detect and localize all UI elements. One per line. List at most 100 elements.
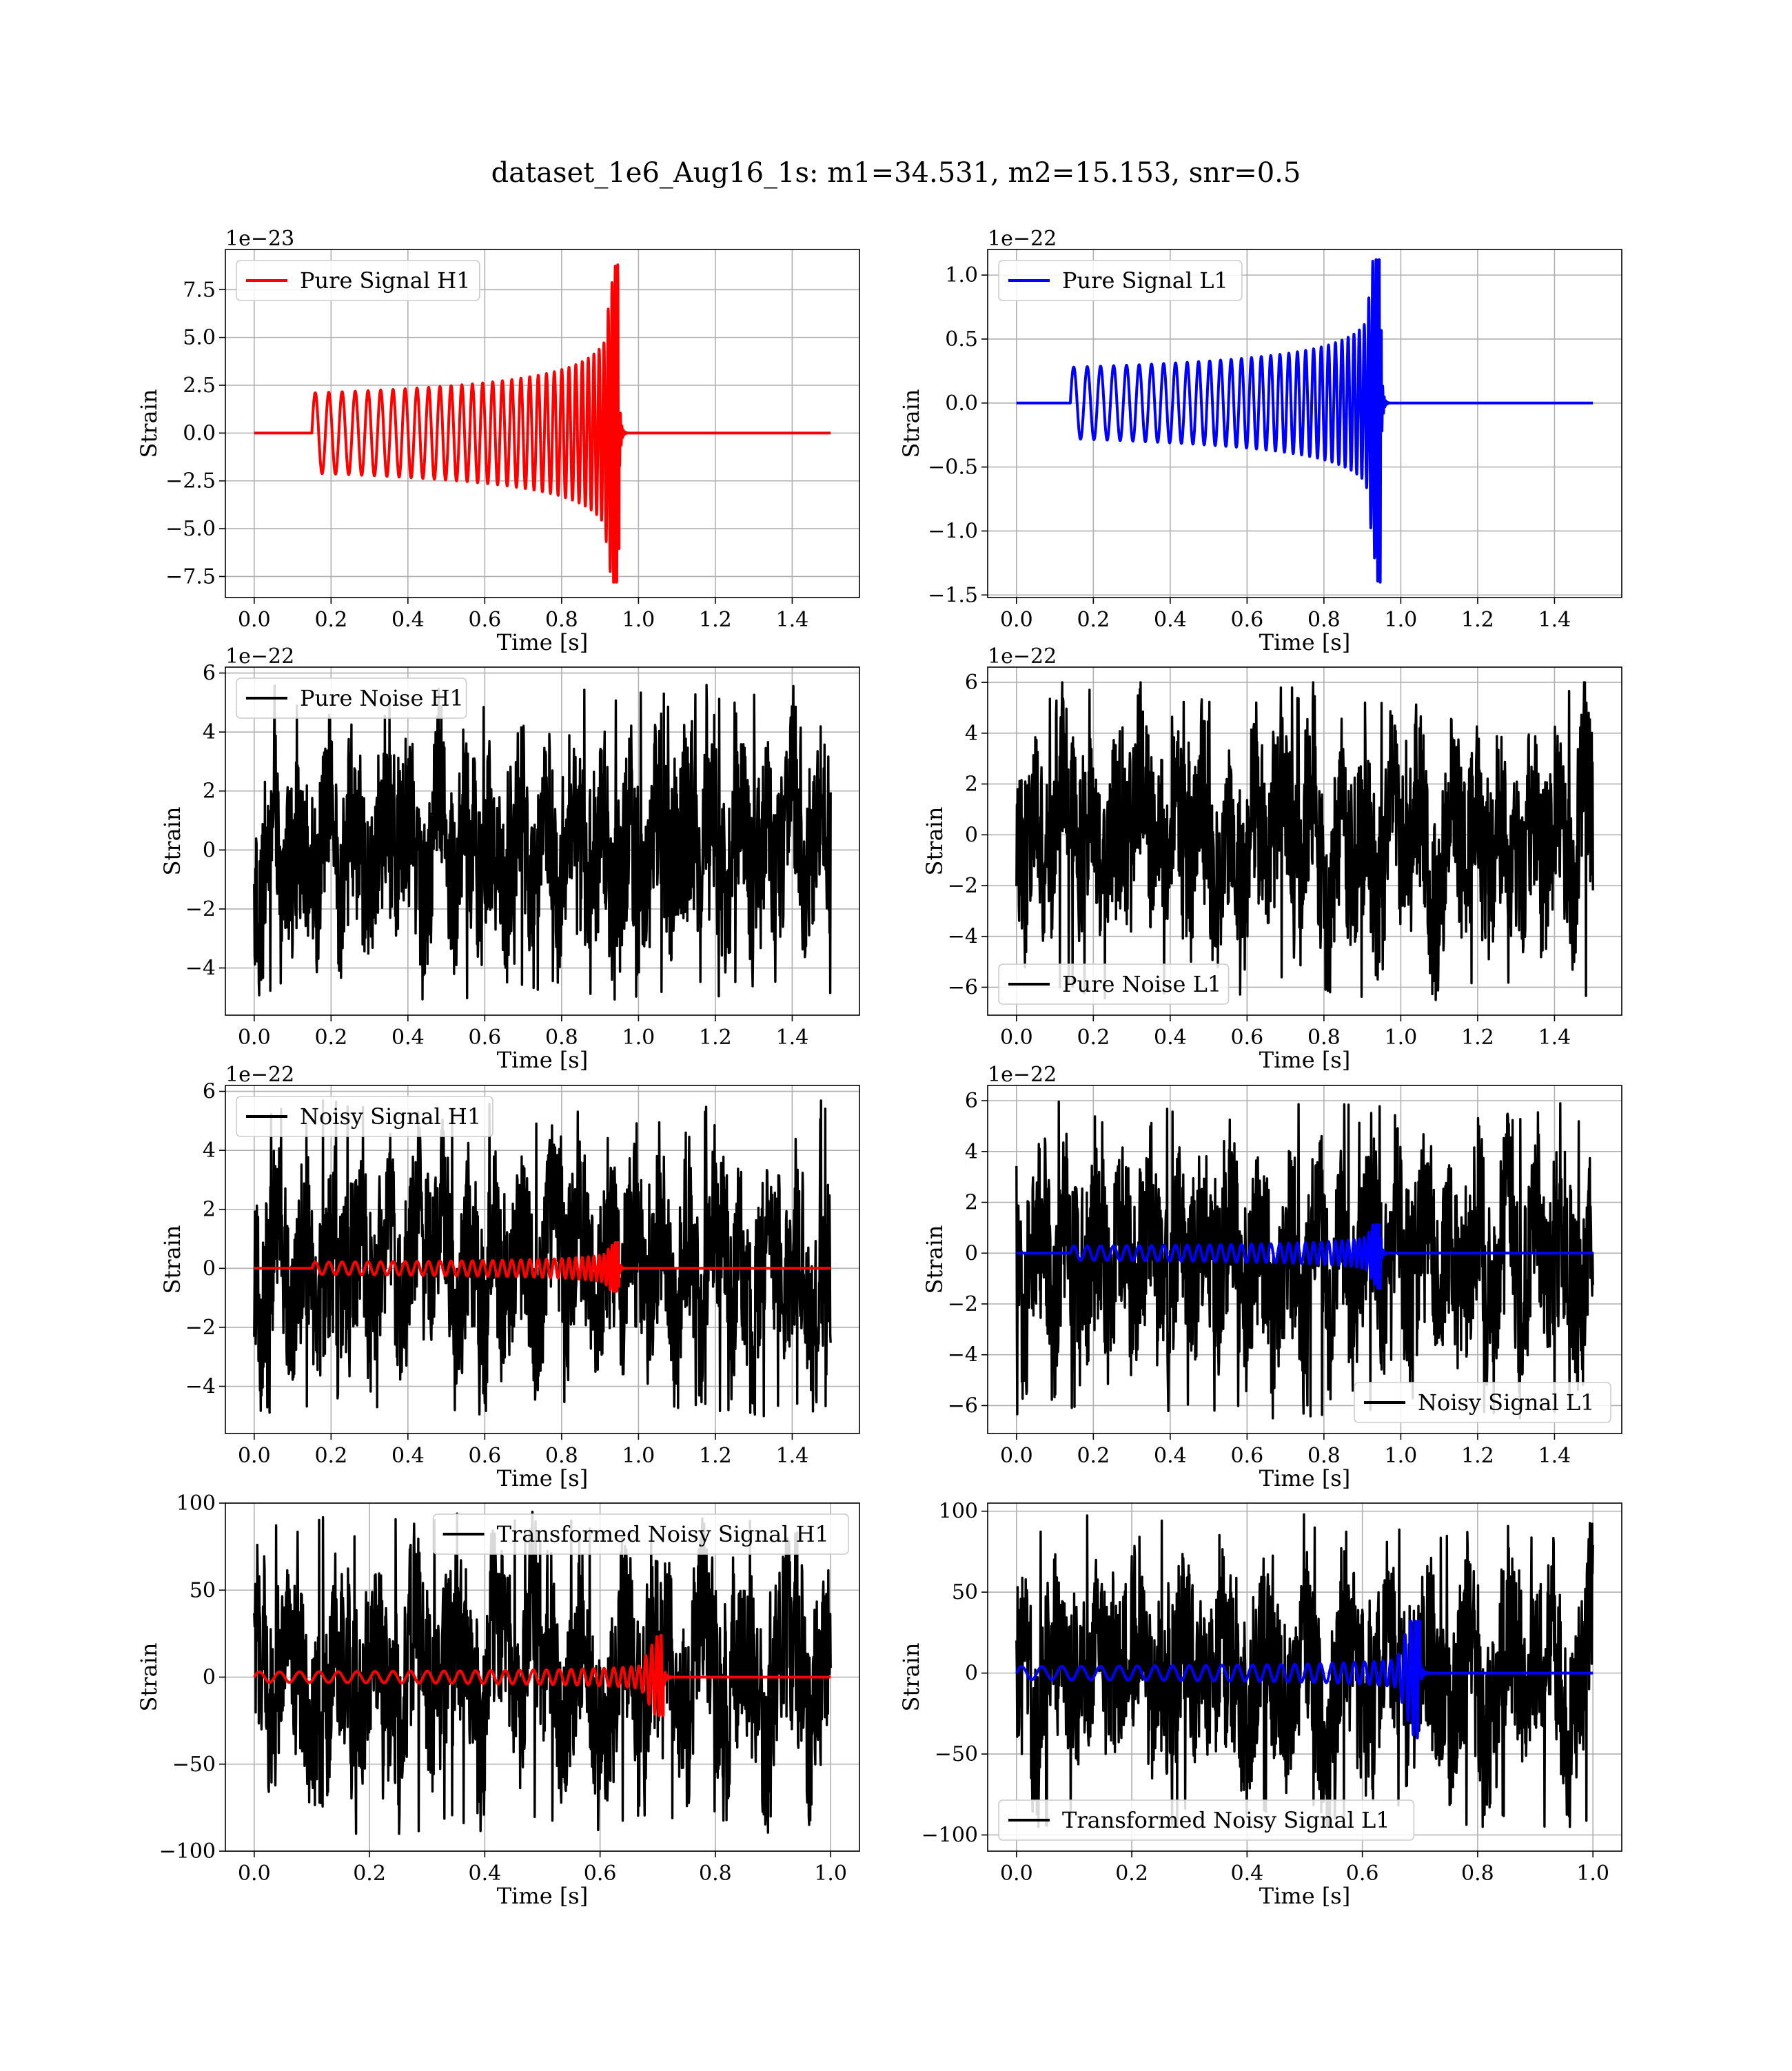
x-tick-label: 0.8 (545, 608, 578, 632)
x-tick-label: 0.2 (314, 608, 347, 632)
x-tick-label: 0.0 (1000, 1026, 1033, 1050)
series-group (1015, 1513, 1594, 1828)
y-axis-label: Strain (159, 807, 185, 876)
figure-title: dataset_1e6_Aug16_1s: m1=34.531, m2=15.1… (491, 157, 1301, 189)
series-group (253, 1510, 832, 1835)
x-tick-label: 0.2 (1077, 1444, 1110, 1468)
x-axis-label: Time [s] (1259, 629, 1350, 655)
series-group (1015, 681, 1594, 1001)
series-line (1015, 1513, 1594, 1828)
x-tick-label: 1.4 (776, 608, 809, 632)
x-tick-label: 0.0 (238, 608, 271, 632)
y-tick-label: 2 (965, 1191, 978, 1215)
x-axis-label: Time [s] (497, 1883, 588, 1909)
y-tick-label: 0 (965, 823, 978, 847)
y-tick-label: 100 (939, 1500, 978, 1524)
y-tick-label: 0.0 (945, 391, 978, 416)
y-tick-label: −50 (935, 1742, 978, 1766)
y-tick-label: 0 (203, 838, 216, 862)
y-tick-label: −2 (948, 1292, 978, 1316)
x-tick-label: 0.6 (1231, 1026, 1264, 1050)
x-tick-label: 0.6 (584, 1861, 617, 1886)
y-tick-label: 4 (203, 1139, 216, 1163)
axes-frame (987, 1502, 1622, 1852)
x-tick-label: 0.0 (238, 1444, 271, 1468)
y-tick-label: −4 (185, 1375, 216, 1399)
x-tick-label: 1.0 (814, 1861, 847, 1886)
x-tick-label: 0.6 (1231, 1444, 1264, 1468)
subplot: 0.0 0.2 0.4 0.6 0.8 1.0 1.2 1.4 −7.5 −5.0 −2.5 0.0 2… (136, 227, 860, 655)
y-tick-label: 4 (965, 722, 978, 746)
legend: Pure Noise H1 (236, 677, 467, 719)
axis-offset-text: 1e−22 (225, 1063, 294, 1087)
legend-frame (236, 260, 480, 301)
legend-frame (998, 260, 1243, 301)
y-tick-label: 6 (203, 1080, 216, 1104)
subplot: 0.0 0.2 0.4 0.6 0.8 1.0 1.2 1.4 −4 −2 0 2 4 6 Time [s]… (159, 1063, 860, 1491)
x-tick-label: 1.2 (699, 1026, 732, 1050)
series-line (253, 1241, 832, 1293)
y-tick-label: 0.0 (183, 421, 216, 445)
x-tick-label: 0.6 (469, 1026, 502, 1050)
x-tick-label: 0.4 (1154, 1444, 1187, 1468)
axis-offset-text: 1e−22 (988, 1063, 1057, 1087)
x-tick-label: 1.2 (699, 608, 732, 632)
x-axis-label: Time [s] (497, 1047, 588, 1073)
y-tick-label: −6 (948, 1394, 978, 1418)
x-tick-label: 0.8 (545, 1444, 578, 1468)
y-tick-label: 2.5 (183, 374, 216, 398)
legend-label: Pure Noise L1 (1062, 971, 1221, 997)
subplot: 0.0 0.2 0.4 0.6 0.8 1.0 −100 −50 0 50 100 Time [s] S… (136, 1491, 860, 1909)
series-line (253, 1099, 832, 1418)
y-tick-label: −1.5 (928, 583, 978, 607)
x-axis-label: Time [s] (497, 1465, 588, 1491)
x-tick-label: 1.2 (1461, 1444, 1494, 1468)
y-tick-label: 6 (203, 662, 216, 686)
y-tick-label: −6 (948, 975, 978, 999)
y-tick-label: 1.0 (945, 263, 978, 287)
legend-frame (998, 1799, 1415, 1841)
legend-label: Pure Signal H1 (300, 267, 471, 294)
y-axis-label: Strain (922, 1225, 948, 1294)
legend: Pure Signal H1 (236, 260, 480, 301)
x-tick-label: 0.4 (1154, 1026, 1187, 1050)
legend: Pure Noise L1 (998, 963, 1230, 1005)
y-tick-label: 50 (952, 1580, 978, 1604)
legend-frame (432, 1513, 849, 1555)
legend: Transformed Noisy Signal L1 (998, 1799, 1415, 1841)
y-tick-label: −2 (948, 874, 978, 898)
axes-frame (225, 1085, 860, 1434)
x-tick-label: 1.0 (1385, 1026, 1418, 1050)
legend-frame (1354, 1382, 1611, 1423)
x-tick-label: 0.0 (1000, 608, 1033, 632)
y-tick-label: 2 (203, 779, 216, 804)
x-tick-label: 1.2 (699, 1444, 732, 1468)
axis-offset-text: 1e−23 (225, 227, 294, 251)
axis-offset-text: 1e−22 (225, 644, 294, 669)
x-tick-label: 1.4 (1538, 1444, 1571, 1468)
x-tick-label: 1.4 (1538, 1026, 1571, 1050)
x-tick-label: 0.2 (1115, 1861, 1148, 1886)
series-line (1015, 1100, 1594, 1420)
legend: Noisy Signal H1 (236, 1096, 493, 1137)
legend: Transformed Noisy Signal H1 (432, 1513, 849, 1555)
subplot: 0.0 0.2 0.4 0.6 0.8 1.0 −100 −50 0 50 100 Time [s] S… (898, 1500, 1622, 1909)
series-line (1015, 1223, 1594, 1290)
x-axis-label: Time [s] (1259, 1883, 1350, 1909)
series-group (253, 684, 832, 1001)
x-tick-label: 0.6 (1231, 608, 1264, 632)
x-tick-label: 0.0 (1000, 1444, 1033, 1468)
x-axis-label: Time [s] (497, 629, 588, 655)
axis-offset-text: 1e−22 (988, 227, 1057, 251)
y-tick-label: −4 (948, 1343, 978, 1367)
legend: Noisy Signal L1 (1354, 1382, 1611, 1423)
y-axis-label: Strain (922, 807, 948, 876)
y-axis-label: Strain (898, 1643, 924, 1712)
series-line (1015, 258, 1594, 584)
x-tick-label: 0.8 (1307, 1444, 1341, 1468)
x-tick-label: 0.8 (1307, 1026, 1341, 1050)
x-tick-label: 0.8 (545, 1026, 578, 1050)
y-tick-label: 100 (176, 1491, 216, 1516)
x-tick-label: 0.6 (469, 608, 502, 632)
y-axis-label: Strain (898, 389, 924, 458)
